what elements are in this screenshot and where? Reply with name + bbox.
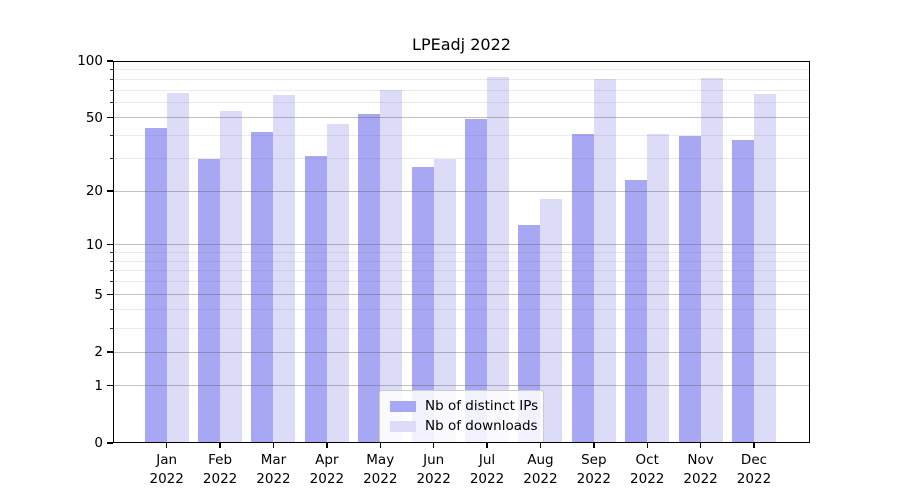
bar-distinct-ips — [678, 135, 701, 443]
y-axis-minor-tick-mark — [109, 102, 113, 104]
bar-downloads — [753, 93, 776, 443]
y-axis-tick-label: 10 — [85, 236, 103, 253]
x-axis-tick-label: Oct 2022 — [630, 452, 665, 487]
x-axis-tick-mark — [753, 443, 755, 448]
y-axis-minor-tick-mark — [109, 327, 113, 329]
y-axis-minor-tick-mark — [109, 69, 113, 71]
x-axis-tick-mark — [219, 443, 221, 448]
bar-downloads — [647, 133, 670, 443]
y-axis-tick-mark — [107, 60, 113, 62]
bar-downloads — [273, 94, 296, 443]
y-axis-tick-mark — [107, 351, 113, 353]
x-axis-tick-mark — [646, 443, 648, 448]
bar-distinct-ips — [625, 179, 648, 443]
bar-downloads — [380, 90, 403, 443]
bar-distinct-ips — [465, 119, 488, 443]
bar-distinct-ips — [731, 139, 754, 443]
x-axis-tick-label: Apr 2022 — [309, 452, 345, 487]
bar-distinct-ips — [304, 156, 327, 443]
bar-downloads — [700, 78, 723, 443]
bar-downloads — [593, 79, 616, 443]
bar-downloads — [220, 111, 243, 443]
plot-area — [113, 61, 810, 443]
x-axis-tick-label: Jul 2022 — [469, 452, 505, 487]
x-axis-tick-label: Aug 2022 — [523, 452, 558, 487]
bar-distinct-ips — [144, 127, 167, 443]
legend: Nb of distinct IPs Nb of downloads — [379, 390, 544, 443]
x-axis-tick-label: Jan 2022 — [149, 452, 184, 487]
y-axis-tick-mark — [107, 442, 113, 444]
y-axis-minor-tick-mark — [109, 135, 113, 137]
bar-downloads — [326, 124, 349, 443]
y-axis-tick-mark — [107, 190, 113, 192]
bar-distinct-ips — [251, 131, 274, 443]
x-axis-tick-mark — [272, 443, 275, 448]
legend-swatch-downloads — [390, 420, 416, 432]
bar-distinct-ips — [411, 167, 434, 443]
legend-label-downloads: Nb of downloads — [425, 418, 538, 434]
x-axis-tick-mark — [379, 443, 381, 448]
bar-distinct-ips — [518, 224, 541, 443]
y-axis-tick-label: 0 — [94, 435, 103, 451]
y-axis-minor-tick-mark — [109, 251, 113, 253]
x-axis-tick-label: Feb 2022 — [202, 452, 238, 487]
y-axis-tick-label: 50 — [85, 109, 103, 126]
y-axis-minor-tick-mark — [109, 309, 113, 311]
x-axis-tick-mark — [166, 443, 168, 448]
y-axis-tick-label: 100 — [77, 53, 103, 69]
legend-item-distinct-ips: Nb of distinct IPs — [380, 396, 543, 416]
legend-item-downloads: Nb of downloads — [380, 416, 543, 436]
bar-downloads — [433, 158, 456, 443]
gridline-minor — [113, 69, 810, 71]
x-axis-tick-label: Nov 2022 — [683, 452, 718, 487]
x-axis-tick-label: Jun 2022 — [416, 452, 451, 487]
x-axis-tick-label: Mar 2022 — [256, 452, 291, 487]
x-axis-tick-label: Dec 2022 — [736, 452, 772, 487]
x-axis-tick-mark — [539, 443, 542, 448]
bar-distinct-ips — [358, 114, 381, 443]
chart-title: LPEadj 2022 — [412, 35, 511, 54]
y-axis-minor-tick-mark — [109, 78, 113, 80]
x-axis-tick-label: Sep 2022 — [576, 452, 611, 487]
bar-downloads — [487, 77, 510, 443]
x-axis-tick-mark — [593, 443, 595, 448]
y-axis-minor-tick-mark — [109, 89, 113, 91]
bar-distinct-ips — [198, 158, 221, 443]
y-axis-tick-mark — [107, 116, 113, 119]
y-axis-tick-mark — [107, 293, 113, 296]
y-axis-minor-tick-mark — [109, 158, 113, 160]
y-axis-minor-tick-mark — [109, 260, 113, 262]
y-axis-tick-mark — [107, 243, 113, 246]
y-axis-tick-label: 20 — [85, 183, 103, 199]
y-axis-tick-label: 5 — [94, 286, 103, 303]
x-axis-tick-mark — [432, 443, 435, 448]
legend-swatch-distinct-ips — [390, 400, 416, 412]
bar-downloads — [166, 92, 189, 443]
x-axis-tick-label: May 2022 — [363, 452, 398, 487]
legend-label-distinct-ips: Nb of distinct IPs — [425, 398, 539, 414]
x-axis-tick-mark — [699, 443, 702, 448]
y-axis-tick-label: 1 — [94, 377, 103, 394]
y-axis-tick-label: 2 — [94, 344, 103, 361]
bar-distinct-ips — [571, 133, 594, 443]
y-axis-minor-tick-mark — [109, 281, 113, 283]
y-axis-minor-tick-mark — [109, 270, 113, 272]
y-axis-tick-mark — [107, 384, 113, 387]
x-axis-tick-mark — [326, 443, 328, 448]
x-axis-tick-mark — [486, 443, 488, 448]
bar-downloads — [540, 199, 563, 443]
